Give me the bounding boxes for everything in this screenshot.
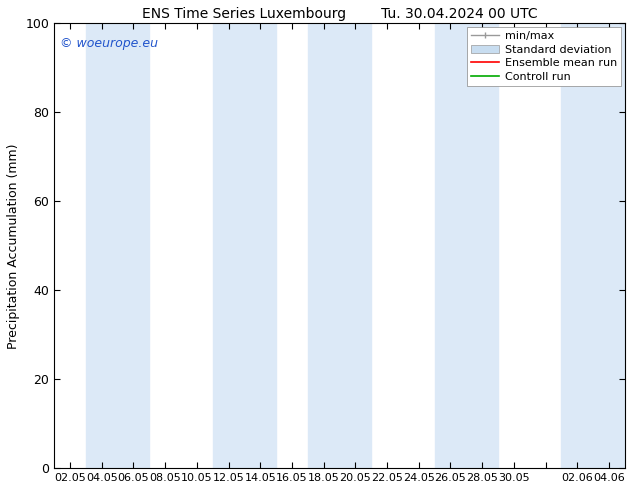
Text: © woeurope.eu: © woeurope.eu xyxy=(60,37,158,50)
Bar xyxy=(562,24,625,468)
Bar xyxy=(86,24,150,468)
Bar xyxy=(435,24,498,468)
Title: ENS Time Series Luxembourg        Tu. 30.04.2024 00 UTC: ENS Time Series Luxembourg Tu. 30.04.202… xyxy=(142,7,538,21)
Legend: min/max, Standard deviation, Ensemble mean run, Controll run: min/max, Standard deviation, Ensemble me… xyxy=(467,27,621,86)
Bar xyxy=(308,24,372,468)
Bar xyxy=(213,24,276,468)
Y-axis label: Precipitation Accumulation (mm): Precipitation Accumulation (mm) xyxy=(7,143,20,348)
